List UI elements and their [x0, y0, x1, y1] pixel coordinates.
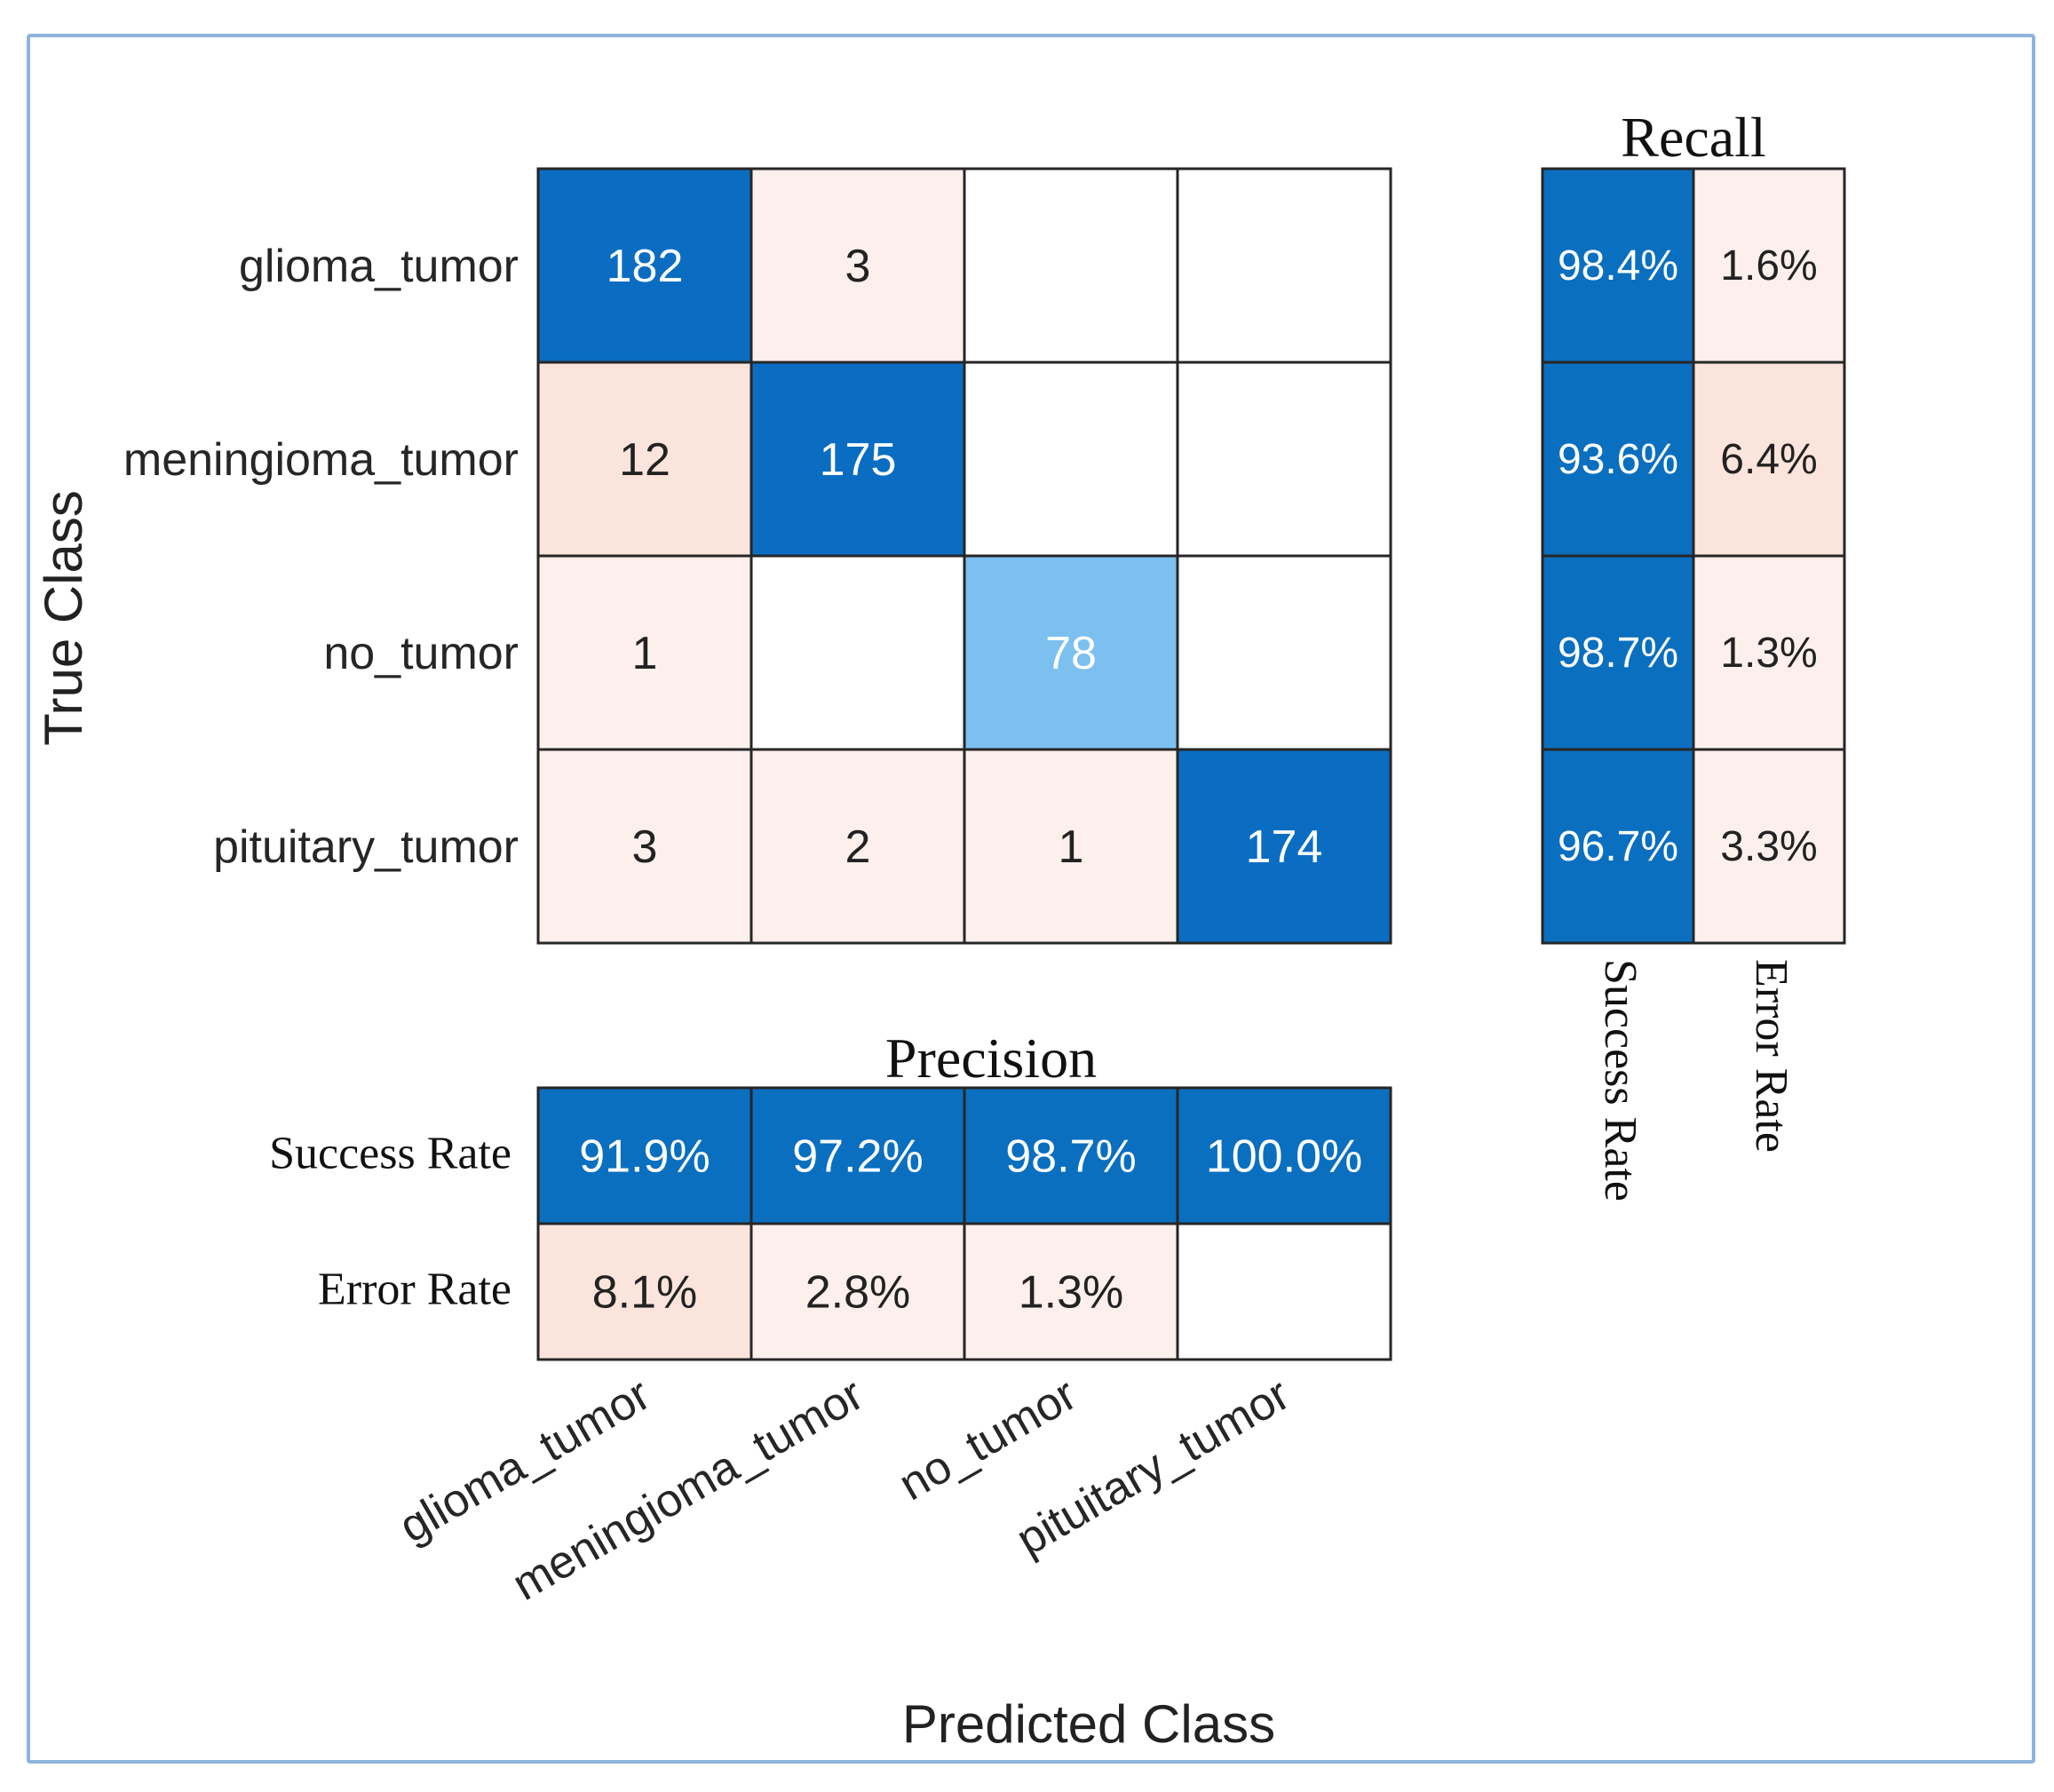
matrix-cell [536, 554, 753, 751]
recall-title: Recall [1621, 106, 1765, 169]
matrix-cell-value: 3 [845, 241, 871, 292]
matrix-cell [749, 748, 966, 945]
recall-error-cell [1692, 748, 1846, 945]
precision-success-cell [1176, 1086, 1392, 1225]
figure-frame [27, 34, 2035, 1764]
recall-error-value: 6.4% [1720, 436, 1817, 483]
precision-success-value: 98.7% [1005, 1131, 1136, 1183]
true-class-label: pituitary_tumor [213, 821, 519, 873]
x-axis-label: Predicted Class [902, 1694, 1275, 1754]
matrix-cell [1176, 748, 1392, 945]
precision-title: Precision [885, 1027, 1097, 1090]
precision-error-value: 8.1% [592, 1267, 698, 1319]
recall-success-value: 98.4% [1558, 242, 1678, 289]
matrix-cell-value: 182 [607, 241, 684, 292]
matrix-cell [536, 361, 753, 558]
matrix-cell [749, 361, 966, 558]
precision-error-cell [536, 1222, 753, 1361]
precision-error-row-label: Error Rate [318, 1265, 512, 1315]
precision-error-value: 1.3% [1019, 1267, 1124, 1319]
precision-success-value: 100.0% [1206, 1131, 1362, 1183]
matrix-cell-value: 3 [632, 821, 658, 873]
matrix-cell-value: 78 [1045, 628, 1097, 679]
precision-error-value: 2.8% [805, 1267, 911, 1319]
precision-error-cell [963, 1222, 1179, 1361]
recall-success-value: 96.7% [1558, 823, 1678, 870]
recall-error-value: 1.3% [1720, 630, 1817, 677]
matrix-cell-value: 12 [619, 434, 670, 486]
matrix-cell [963, 748, 1179, 945]
matrix-cell [963, 554, 1179, 751]
true-class-label: glioma_tumor [239, 241, 519, 292]
matrix-cell-value: 175 [820, 434, 897, 486]
recall-error-value: 3.3% [1720, 823, 1817, 870]
recall-error-cell [1692, 167, 1846, 364]
recall-success-cell [1541, 167, 1695, 364]
matrix-cell [536, 167, 753, 364]
matrix-cell [963, 361, 1179, 558]
recall-success-value: 93.6% [1558, 436, 1678, 483]
recall-error-cell [1692, 554, 1846, 751]
precision-success-value: 97.2% [792, 1131, 923, 1183]
matrix-cell [1176, 167, 1392, 364]
matrix-cell [1176, 361, 1392, 558]
recall-success-cell [1541, 748, 1695, 945]
true-class-label: no_tumor [323, 628, 519, 679]
recall-success-col-label: Success Rate [1595, 959, 1646, 1201]
matrix-cell [749, 167, 966, 364]
matrix-cell [749, 554, 966, 751]
matrix-cell [536, 748, 753, 945]
recall-success-value: 98.7% [1558, 630, 1678, 677]
precision-error-cell [1176, 1222, 1392, 1361]
recall-error-value: 1.6% [1720, 242, 1817, 289]
recall-success-cell [1541, 361, 1695, 558]
matrix-cell-value: 174 [1246, 821, 1323, 873]
true-class-label: meningioma_tumor [123, 434, 519, 486]
matrix-cell-value: 1 [632, 628, 658, 679]
precision-success-value: 91.9% [579, 1131, 710, 1183]
y-axis-label: True Class [34, 490, 93, 746]
matrix-cell-value: 2 [845, 821, 871, 873]
precision-success-cell [536, 1086, 753, 1225]
matrix-cell-value: 1 [1059, 821, 1084, 873]
recall-success-cell [1541, 554, 1695, 751]
recall-error-col-label: Error Rate [1746, 959, 1796, 1153]
matrix-cell [1176, 554, 1392, 751]
precision-success-row-label: Success Rate [269, 1129, 512, 1179]
precision-error-cell [749, 1222, 966, 1361]
